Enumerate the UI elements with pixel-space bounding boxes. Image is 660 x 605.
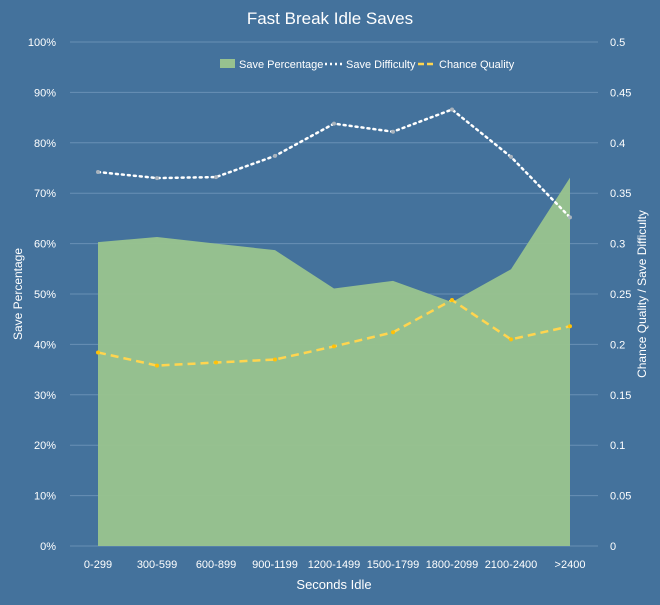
data-point bbox=[273, 357, 277, 362]
y-axis-left: 0% 10% 20% 30% 40% 50% 60% 70% 80% 90% 100% bbox=[28, 37, 56, 553]
legend: Save Percentage Save Difficulty Chance Qua… bbox=[220, 59, 515, 71]
y2-axis-label: Chance Quality / Save Difficulty bbox=[635, 210, 649, 378]
y-tick-label: 100% bbox=[28, 37, 56, 49]
x-tick-label: 1200-1499 bbox=[308, 559, 361, 571]
x-tick-label: 600-899 bbox=[196, 559, 236, 571]
y-tick-label: 60% bbox=[34, 239, 56, 251]
area-save-percentage bbox=[98, 177, 570, 547]
x-tick-label: 1500-1799 bbox=[367, 559, 420, 571]
data-point bbox=[450, 298, 454, 303]
y-tick-label: 80% bbox=[34, 138, 56, 150]
y-tick-label: 40% bbox=[34, 339, 56, 351]
area-layer bbox=[98, 177, 570, 547]
y2-tick-label: 0.35 bbox=[610, 188, 631, 200]
y-tick-label: 90% bbox=[34, 87, 56, 99]
legend-swatch bbox=[220, 59, 235, 68]
data-point bbox=[332, 121, 336, 126]
data-point bbox=[214, 175, 218, 180]
data-point bbox=[568, 324, 572, 329]
legend-label: Save Percentage bbox=[239, 59, 323, 71]
y-tick-label: 0% bbox=[40, 541, 56, 553]
data-point bbox=[450, 107, 454, 112]
y-tick-label: 70% bbox=[34, 188, 56, 200]
data-point bbox=[391, 129, 395, 134]
y2-tick-label: 0.1 bbox=[610, 440, 625, 452]
x-axis-label: Seconds Idle bbox=[296, 577, 371, 592]
y2-tick-label: 0.15 bbox=[610, 390, 631, 402]
data-point bbox=[155, 176, 159, 181]
y2-tick-label: 0 bbox=[610, 541, 616, 553]
data-point bbox=[96, 170, 100, 175]
x-axis: 0-299 300-599 600-899 900-1199 1200-1499 1500… bbox=[84, 559, 586, 571]
data-point bbox=[273, 153, 277, 158]
y-tick-label: 20% bbox=[34, 440, 56, 452]
x-tick-label: 2100-2400 bbox=[485, 559, 538, 571]
data-point bbox=[568, 215, 572, 220]
data-point bbox=[96, 350, 100, 355]
x-tick-label: >2400 bbox=[555, 559, 586, 571]
y2-tick-label: 0.4 bbox=[610, 138, 625, 150]
y-axis-label: Save Percentage bbox=[11, 248, 25, 340]
y-tick-label: 30% bbox=[34, 390, 56, 402]
y2-tick-label: 0.25 bbox=[610, 289, 631, 301]
y-tick-label: 10% bbox=[34, 491, 56, 503]
x-tick-label: 900-1199 bbox=[252, 559, 298, 571]
y2-tick-label: 0.45 bbox=[610, 87, 631, 99]
data-point bbox=[509, 154, 513, 159]
y2-tick-label: 0.5 bbox=[610, 37, 625, 49]
data-point bbox=[509, 337, 513, 342]
x-tick-label: 0-299 bbox=[84, 559, 112, 571]
data-point bbox=[391, 330, 395, 335]
data-point bbox=[214, 360, 218, 365]
chart-title: Fast Break Idle Saves bbox=[247, 9, 413, 28]
y2-tick-label: 0.05 bbox=[610, 491, 631, 503]
y2-tick-label: 0.3 bbox=[610, 239, 625, 251]
x-tick-label: 300-599 bbox=[137, 559, 177, 571]
x-tick-label: 1800-2099 bbox=[426, 559, 479, 571]
line-save-difficulty bbox=[96, 108, 572, 219]
y-axis-right: 0 0.05 0.1 0.15 0.2 0.25 0.3 0.35 0.4 0.45 0.5 bbox=[610, 37, 631, 553]
y-tick-label: 50% bbox=[34, 289, 56, 301]
y2-tick-label: 0.2 bbox=[610, 339, 625, 351]
data-point bbox=[155, 363, 159, 368]
legend-label: Save Difficulty bbox=[346, 59, 416, 71]
legend-label: Chance Quality bbox=[439, 59, 515, 71]
lines-layer bbox=[96, 107, 572, 368]
data-point bbox=[332, 344, 336, 349]
